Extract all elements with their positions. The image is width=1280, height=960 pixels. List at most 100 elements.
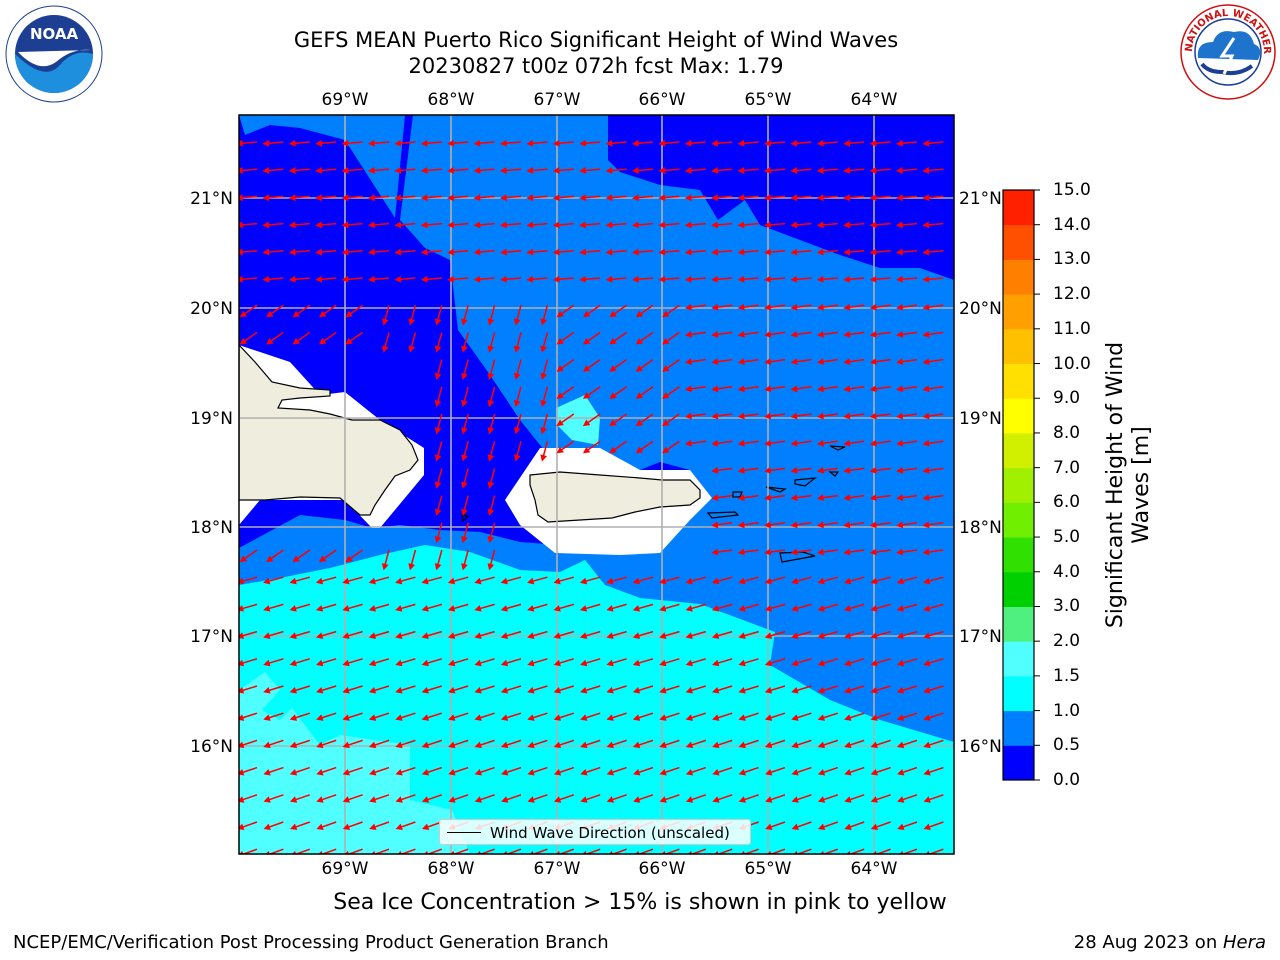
- wave-direction-arrowhead: [685, 577, 693, 585]
- wave-direction-arrow: [239, 195, 258, 199]
- wave-direction-arrowhead: [662, 365, 670, 372]
- wave-direction-arrow: [822, 848, 839, 854]
- wave-direction-arrowhead: [553, 577, 561, 585]
- wave-direction-arrowhead: [368, 714, 377, 721]
- wave-direction-arrowhead: [737, 467, 745, 474]
- lat-tick-right: 17°N: [959, 627, 1002, 647]
- wave-direction-arrow: [585, 331, 601, 343]
- wave-direction-arrowhead: [434, 481, 442, 489]
- wave-direction-arrowhead: [579, 605, 588, 612]
- wave-direction-arrowhead: [487, 454, 495, 462]
- wave-direction-arrow: [769, 848, 786, 854]
- wave-direction-arrow: [612, 413, 628, 425]
- wave-direction-arrow: [399, 794, 416, 802]
- wave-direction-arrowhead: [869, 412, 877, 420]
- wave-direction-arrowhead: [633, 768, 641, 776]
- wave-direction-arrowhead: [869, 248, 877, 256]
- wave-direction-arrow: [794, 685, 812, 692]
- wave-direction-arrow: [926, 576, 944, 583]
- wave-direction-arrow: [847, 712, 865, 720]
- wave-direction-arrow: [451, 250, 469, 254]
- wave-direction-arrow: [794, 331, 812, 336]
- wave-direction-arrowhead: [606, 687, 614, 694]
- wave-direction-arrowhead: [501, 796, 509, 803]
- wave-direction-arrow: [293, 658, 311, 665]
- wave-direction-arrow: [743, 848, 759, 854]
- wave-direction-arrow: [899, 277, 918, 281]
- lat-tick-left: 20°N: [190, 299, 233, 319]
- wave-direction-arrowhead: [635, 446, 644, 454]
- wave-direction-arrow: [398, 658, 416, 665]
- wave-direction-arrow: [556, 222, 574, 226]
- wave-direction-arrowhead: [791, 714, 799, 721]
- wave-direction-arrowhead: [553, 714, 562, 721]
- wave-direction-arrow: [425, 739, 443, 747]
- wave-direction-arrowhead: [895, 194, 903, 202]
- wave-direction-arrow: [715, 250, 733, 254]
- wave-direction-arrowhead: [659, 687, 667, 694]
- wave-direction-arrowhead: [816, 303, 824, 311]
- wave-direction-arrowhead: [896, 439, 904, 447]
- wave-direction-arrow: [266, 250, 284, 254]
- wave-direction-arrow: [478, 576, 495, 583]
- wave-direction-arrow: [665, 440, 680, 452]
- wave-direction-arrow: [372, 821, 390, 829]
- wave-direction-arrow: [292, 222, 310, 226]
- wave-direction-arrow: [585, 358, 601, 370]
- wave-direction-arrowhead: [408, 563, 415, 571]
- wave-direction-arrow: [463, 441, 469, 458]
- wave-direction-arrowhead: [292, 555, 300, 563]
- colorbar-tick: 11.0: [1053, 318, 1091, 339]
- wave-direction-arrow: [348, 549, 364, 561]
- wave-direction-arrow: [926, 522, 944, 526]
- wave-direction-arrow: [715, 195, 733, 199]
- wave-direction-arrow: [742, 739, 759, 747]
- wave-direction-arrowhead: [896, 714, 905, 721]
- wave-direction-arrow: [689, 685, 707, 692]
- wave-direction-arrow: [321, 549, 337, 561]
- wave-direction-arrow: [239, 141, 258, 145]
- wave-direction-arrowhead: [816, 548, 824, 556]
- wave-direction-arrowhead: [394, 221, 402, 229]
- wave-direction-arrow: [900, 658, 918, 665]
- wave-direction-arrowhead: [552, 248, 560, 256]
- wave-direction-arrow: [371, 277, 390, 281]
- wave-direction-arrow: [557, 603, 575, 610]
- wave-direction-arrowhead: [737, 548, 745, 556]
- wave-direction-arrow: [503, 168, 522, 172]
- wave-direction-arrowhead: [817, 768, 826, 776]
- wave-direction-arrow: [425, 712, 443, 720]
- wave-direction-arrow: [559, 358, 575, 370]
- wave-direction-arrowhead: [288, 194, 296, 202]
- wave-direction-arrowhead: [473, 194, 481, 202]
- wave-direction-arrow: [240, 712, 258, 720]
- wave-direction-arrow: [636, 603, 654, 610]
- wave-direction-arrow: [542, 441, 549, 458]
- wave-direction-arrow: [515, 359, 522, 377]
- wave-direction-arrowhead: [288, 248, 296, 256]
- wave-direction-arrow: [398, 576, 416, 583]
- wave-direction-arrowhead: [790, 248, 798, 256]
- wave-direction-arrow: [768, 766, 786, 774]
- wave-direction-arrowhead: [540, 399, 547, 408]
- wave-direction-arrow: [741, 195, 759, 199]
- wave-direction-arrowhead: [737, 221, 745, 229]
- wave-direction-arrowhead: [895, 248, 903, 256]
- wave-direction-arrowhead: [394, 167, 402, 174]
- wave-direction-arrowhead: [556, 446, 564, 454]
- wave-direction-arrowhead: [843, 167, 851, 174]
- lat-tick-right: 20°N: [959, 299, 1002, 319]
- wave-direction-arrow: [319, 794, 337, 802]
- wave-direction-arrowhead: [711, 385, 719, 393]
- wave-direction-arrow: [557, 658, 575, 665]
- wave-direction-arrow: [715, 658, 733, 665]
- wave-direction-arrow: [321, 331, 337, 343]
- wave-direction-arrow: [926, 250, 944, 254]
- wave-direction-arrow: [873, 168, 891, 172]
- wave-direction-arrowhead: [791, 823, 799, 831]
- wave-direction-arrowhead: [790, 194, 798, 202]
- wave-direction-arrowhead: [540, 372, 547, 380]
- wave-direction-arrowhead: [447, 167, 455, 174]
- wave-direction-arrow: [610, 576, 627, 583]
- wave-direction-arrow: [557, 685, 575, 692]
